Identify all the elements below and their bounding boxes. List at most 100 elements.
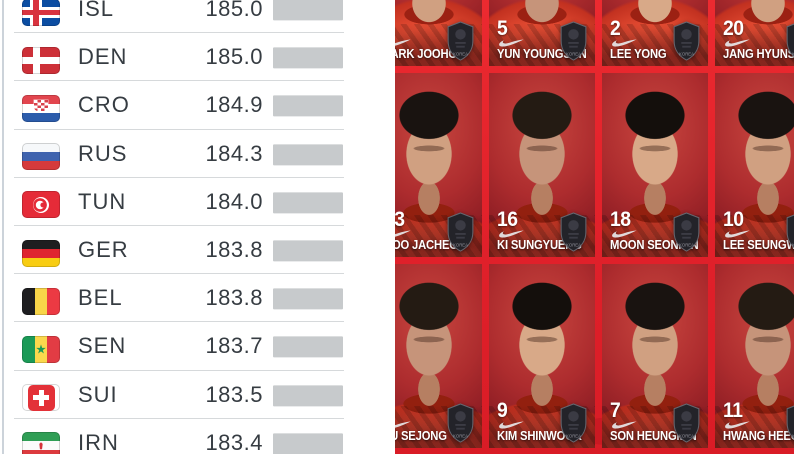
kfa-crest-icon: KOREA bbox=[447, 403, 474, 443]
kfa-crest-icon: KOREA bbox=[673, 212, 700, 252]
jersey-number: 11 bbox=[723, 399, 743, 422]
table-row[interactable]: TUN 184.0 bbox=[0, 178, 395, 226]
height-bar bbox=[273, 336, 343, 358]
iceland-flag-icon bbox=[22, 0, 60, 26]
svg-text:KOREA: KOREA bbox=[679, 433, 694, 438]
height-bar bbox=[273, 47, 343, 69]
iran-flag-icon bbox=[22, 432, 60, 454]
player-name: KIM SHINWOOK bbox=[497, 428, 582, 443]
table-row[interactable]: RUS 184.3 bbox=[0, 130, 395, 178]
player-card[interactable]: 2 LEE YONG KOREA bbox=[602, 0, 708, 66]
player-photo bbox=[715, 0, 794, 66]
table-row[interactable]: ISL 185.0 bbox=[0, 0, 395, 34]
kfa-crest-icon: KOREA bbox=[447, 212, 474, 252]
svg-text:KOREA: KOREA bbox=[792, 242, 794, 247]
jersey-number: 2 bbox=[610, 17, 621, 40]
country-code: DEN bbox=[78, 44, 128, 70]
svg-text:KOREA: KOREA bbox=[792, 433, 794, 438]
row-divider bbox=[14, 128, 344, 130]
height-bar bbox=[273, 95, 343, 117]
player-card[interactable]: 9 KIM SHINWOOK KOREA bbox=[489, 264, 595, 448]
kfa-crest-icon: KOREA bbox=[560, 212, 587, 252]
kfa-crest-icon: KOREA bbox=[786, 23, 794, 58]
svg-text:KOREA: KOREA bbox=[679, 51, 694, 56]
korea-squad-grid: PARK JOOHO KOREA 5 YUN YOUNGSUN KOREA 2 … bbox=[395, 0, 794, 454]
country-code: TUN bbox=[78, 188, 127, 214]
player-card[interactable]: 16 KI SUNGYUENG KOREA bbox=[489, 73, 595, 257]
country-code: SUI bbox=[78, 381, 118, 407]
svg-text:KOREA: KOREA bbox=[679, 242, 694, 247]
player-card[interactable]: 10 LEE SEUNGWOO KOREA bbox=[715, 73, 794, 257]
panel-edge-divider bbox=[2, 0, 4, 454]
jersey-number: 7 bbox=[610, 399, 621, 422]
row-divider bbox=[14, 321, 344, 323]
nike-swoosh-icon bbox=[725, 421, 750, 429]
player-name: SON HEUNGMIN bbox=[610, 428, 697, 443]
player-card[interactable]: 11 HWANG HEECHAN KOREA bbox=[715, 264, 794, 448]
nike-swoosh-icon bbox=[499, 39, 524, 47]
nike-swoosh-icon bbox=[499, 421, 524, 429]
player-name: JANG HYUNSOO bbox=[723, 46, 794, 61]
player-name: LEE YONG bbox=[610, 46, 667, 61]
tunisia-flag-icon bbox=[22, 191, 60, 219]
nike-swoosh-icon bbox=[612, 421, 637, 429]
row-divider bbox=[14, 224, 344, 226]
russia-flag-icon bbox=[22, 143, 60, 171]
player-card[interactable]: PARK JOOHO KOREA bbox=[395, 0, 482, 66]
player-card[interactable]: 7 SON HEUNGMIN KOREA bbox=[602, 264, 708, 448]
player-name: KOO JACHEOL bbox=[395, 237, 465, 252]
country-code: ISL bbox=[78, 0, 115, 22]
player-card[interactable]: 5 YUN YOUNGSUN KOREA bbox=[489, 0, 595, 66]
nike-swoosh-icon bbox=[499, 230, 524, 238]
player-name: PARK JOOHO bbox=[395, 46, 458, 61]
svg-text:KOREA: KOREA bbox=[792, 51, 794, 56]
height-value: 183.8 bbox=[205, 237, 263, 263]
row-divider bbox=[14, 176, 344, 178]
row-divider bbox=[14, 369, 344, 371]
player-name: HWANG HEECHAN bbox=[723, 428, 794, 443]
table-row[interactable]: BEL 183.8 bbox=[0, 274, 395, 323]
table-row[interactable]: IRN 183.4 bbox=[0, 419, 395, 454]
height-value: 183.8 bbox=[205, 285, 263, 311]
height-ranking-table: ISL 185.0 DEN 185.0 CRO 184.9 bbox=[0, 0, 395, 454]
svg-text:KOREA: KOREA bbox=[453, 433, 468, 438]
kfa-crest-icon: KOREA bbox=[786, 405, 794, 440]
height-value: 184.9 bbox=[205, 92, 263, 118]
player-card[interactable]: 18 MOON SEONMIN KOREA bbox=[602, 73, 708, 257]
table-row[interactable]: DEN 185.0 bbox=[0, 33, 395, 82]
table-row[interactable]: SEN 183.7 bbox=[0, 322, 395, 371]
senegal-flag-icon bbox=[22, 335, 60, 363]
height-bar bbox=[273, 240, 343, 262]
switzerland-flag-icon bbox=[22, 384, 60, 412]
svg-text:KOREA: KOREA bbox=[566, 51, 581, 56]
table-row[interactable]: CRO 184.9 bbox=[0, 81, 395, 130]
player-card[interactable]: 13 KOO JACHEOL KOREA bbox=[395, 73, 482, 257]
row-divider bbox=[14, 273, 344, 275]
row-divider bbox=[14, 80, 344, 82]
country-code: GER bbox=[78, 237, 129, 263]
height-bar bbox=[273, 192, 343, 214]
height-bar bbox=[273, 0, 343, 21]
height-bar bbox=[273, 384, 343, 406]
denmark-flag-icon bbox=[22, 46, 60, 74]
nike-swoosh-icon bbox=[725, 230, 750, 238]
jersey-number: 16 bbox=[497, 208, 518, 231]
kfa-crest-icon: KOREA bbox=[673, 21, 700, 61]
svg-text:KOREA: KOREA bbox=[453, 242, 468, 247]
nike-swoosh-icon bbox=[725, 39, 750, 47]
table-row[interactable]: SUI 183.5 bbox=[0, 371, 395, 419]
jersey-number: 20 bbox=[723, 17, 744, 40]
country-code: BEL bbox=[78, 285, 123, 311]
height-value: 183.4 bbox=[205, 429, 263, 454]
player-card[interactable]: JU SEJONG KOREA bbox=[395, 264, 482, 448]
kfa-crest-icon: KOREA bbox=[560, 403, 587, 443]
country-code: IRN bbox=[78, 429, 119, 454]
row-divider bbox=[14, 417, 344, 419]
germany-flag-icon bbox=[22, 239, 60, 267]
player-card[interactable]: 20 JANG HYUNSOO KOREA bbox=[715, 0, 794, 66]
height-bar bbox=[273, 288, 343, 310]
nike-swoosh-icon bbox=[612, 39, 637, 47]
table-row[interactable]: GER 183.8 bbox=[0, 226, 395, 275]
kfa-crest-icon: KOREA bbox=[560, 21, 587, 61]
